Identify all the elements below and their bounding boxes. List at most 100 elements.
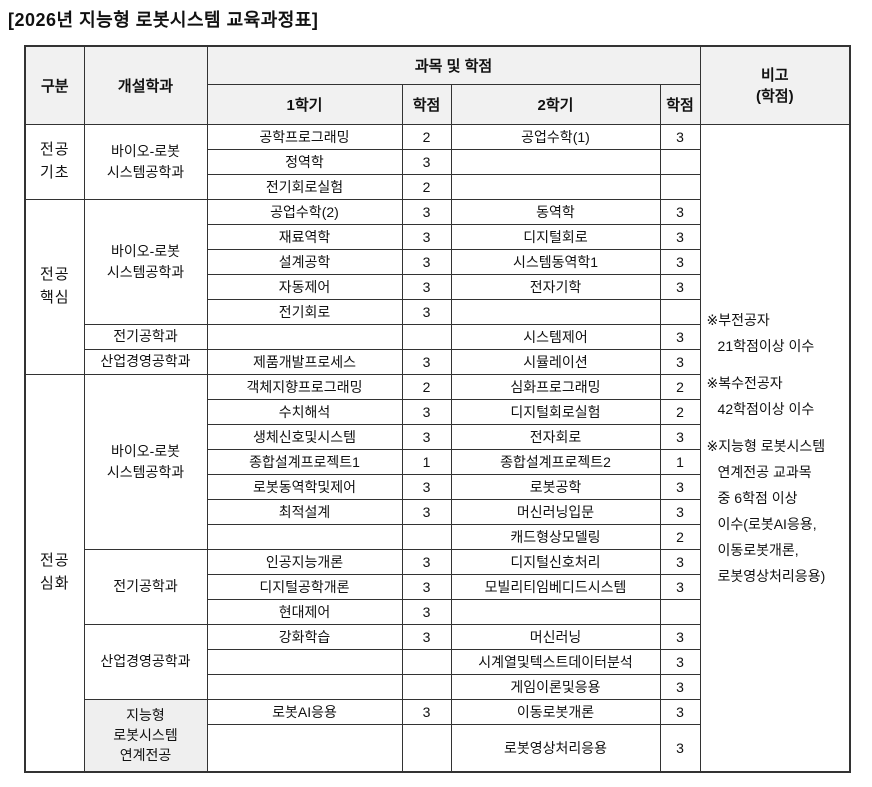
table-row: 산업경영공학과 강화학습 3 머신러닝 3: [25, 623, 850, 700]
semester1-credit-cell: 1: [401, 448, 452, 475]
table-row: 디지털공학개론 3 모빌리티임베디드시스템 3: [25, 573, 850, 600]
semester2-course-cell: 시뮬레이션: [450, 348, 661, 375]
semester2-credit-cell: 2: [659, 373, 701, 400]
semester1-course-cell: 수치해석: [206, 398, 403, 425]
semester1-credit-cell: [401, 723, 452, 773]
semester1-course-cell: 현대제어: [206, 598, 403, 625]
header-remarks: 비고 (학점): [699, 45, 851, 125]
curriculum-table: 구분 개설학과 과목 및 학점 비고 (학점) 1학기 학점 2학기 학점 전공…: [24, 45, 852, 773]
header-semester2: 2학기: [450, 83, 661, 125]
semester2-credit-cell: 3: [659, 498, 701, 525]
semester1-credit-cell: [401, 323, 452, 350]
semester1-course-cell: [206, 523, 403, 550]
header-credit2: 학점: [659, 83, 701, 125]
category-cell: 전공 심화: [24, 373, 85, 773]
semester1-credit-cell: 3: [401, 623, 452, 650]
semester2-credit-cell: 3: [659, 573, 701, 600]
page: { "title": "[2026년 지능형 로봇시스템 교육과정표]", "c…: [0, 6, 872, 787]
table-row: 로봇영상처리응용 3: [25, 723, 850, 773]
semester2-course-cell: [450, 148, 661, 175]
header-gubun: 구분: [24, 45, 85, 125]
semester1-course-cell: [206, 323, 403, 350]
semester1-credit-cell: 3: [401, 573, 452, 600]
semester2-credit-cell: [659, 148, 701, 175]
semester1-credit-cell: 3: [401, 398, 452, 425]
category-cell: 전공 핵심: [24, 198, 85, 375]
header-department: 개설학과: [83, 45, 208, 125]
semester1-credit-cell: 3: [401, 248, 452, 275]
semester1-credit-cell: 3: [401, 498, 452, 525]
semester2-course-cell: 시스템제어: [450, 323, 661, 350]
semester2-course-cell: [450, 298, 661, 325]
table-row: 전기회로 3: [25, 298, 850, 325]
table-row: 종합설계프로젝트1 1 종합설계프로젝트2 1: [25, 448, 850, 475]
semester2-credit-cell: 2: [659, 523, 701, 550]
semester2-credit-cell: [659, 598, 701, 625]
department-cell: 바이오-로봇 시스템공학과: [83, 373, 208, 550]
semester1-course-cell: 로봇AI응용: [206, 698, 403, 725]
semester2-course-cell: 시스템동역학1: [450, 248, 661, 275]
semester2-course-cell: [450, 598, 661, 625]
semester2-credit-cell: 3: [659, 548, 701, 575]
semester2-credit-cell: 2: [659, 398, 701, 425]
table-header: 구분 개설학과 과목 및 학점 비고 (학점) 1학기 학점 2학기 학점: [24, 45, 851, 125]
semester1-course-cell: 공학프로그래밍: [206, 123, 403, 150]
semester2-credit-cell: 3: [659, 198, 701, 225]
semester2-course-cell: 이동로봇개론: [450, 698, 661, 725]
semester1-course-cell: 전기회로실험: [206, 173, 403, 200]
remark-line: 이수(로봇AI응용,: [717, 515, 817, 532]
category-cell: 전공 기초: [24, 123, 85, 200]
semester1-credit-cell: 3: [401, 598, 452, 625]
remark-note: ※부전공자 21학점이상 이수: [707, 307, 846, 359]
semester2-credit-cell: 3: [659, 348, 701, 375]
semester2-course-cell: 시계열및텍스트데이터분석: [450, 648, 661, 675]
semester1-credit-cell: 3: [401, 148, 452, 175]
table-row: 전기공학과 시스템제어 3: [25, 323, 850, 350]
table-row: 현대제어 3: [25, 598, 850, 625]
semester2-course-cell: 머신러닝입문: [450, 498, 661, 525]
semester2-credit-cell: 3: [659, 223, 701, 250]
remark-note: ※지능형 로봇시스템 연계전공 교과목 중 6학점 이상 이수(로봇AI응용, 이동로봇…: [707, 433, 846, 589]
semester1-course-cell: 디지털공학개론: [206, 573, 403, 600]
semester1-credit-cell: 3: [401, 698, 452, 725]
semester1-credit-cell: 3: [401, 348, 452, 375]
page-title: [2026년 지능형 로봇시스템 교육과정표]: [8, 10, 319, 30]
remarks-cell: ※부전공자 21학점이상 이수 ※복수전공자 42학점이상 이수 ※지능형 로봇시스템 연…: [699, 123, 851, 773]
semester1-credit-cell: 3: [401, 548, 452, 575]
semester2-credit-cell: 3: [659, 623, 701, 650]
remark-line: 중 6학점 이상: [717, 489, 798, 506]
header-row-2: 1학기 학점 2학기 학점: [25, 83, 850, 125]
semester2-credit-cell: 3: [659, 673, 701, 700]
semester2-course-cell: 전자회로: [450, 423, 661, 450]
semester1-course-cell: 종합설계프로젝트1: [206, 448, 403, 475]
semester2-credit-cell: 3: [659, 248, 701, 275]
semester1-course-cell: [206, 673, 403, 700]
semester2-course-cell: 동역학: [450, 198, 661, 225]
semester2-credit-cell: [659, 173, 701, 200]
semester2-course-cell: 모빌리티임베디드시스템: [450, 573, 661, 600]
semester1-course-cell: 인공지능개론: [206, 548, 403, 575]
department-cell: 바이오-로봇 시스템공학과: [83, 198, 208, 325]
semester1-course-cell: [206, 648, 403, 675]
semester1-credit-cell: 2: [401, 173, 452, 200]
semester2-credit-cell: 1: [659, 448, 701, 475]
semester2-credit-cell: 3: [659, 123, 701, 150]
semester1-course-cell: 전기회로: [206, 298, 403, 325]
semester2-credit-cell: 3: [659, 473, 701, 500]
semester2-credit-cell: 3: [659, 423, 701, 450]
semester1-credit-cell: 3: [401, 198, 452, 225]
semester1-credit-cell: 3: [401, 273, 452, 300]
semester2-course-cell: 게임이론및응용: [450, 673, 661, 700]
table-row: 캐드형상모델링 2: [25, 523, 850, 550]
semester1-credit-cell: [401, 648, 452, 675]
semester1-course-cell: 설계공학: [206, 248, 403, 275]
semester1-credit-cell: 2: [401, 123, 452, 150]
remark-line: ※부전공자: [706, 311, 770, 328]
remark-line: 42학점이상 이수: [717, 400, 815, 417]
department-cell: 전기공학과: [83, 548, 208, 625]
semester1-credit-cell: [401, 523, 452, 550]
semester1-course-cell: 강화학습: [206, 623, 403, 650]
semester1-course-cell: 로봇동역학및제어: [206, 473, 403, 500]
semester2-course-cell: 머신러닝: [450, 623, 661, 650]
semester1-course-cell: 재료역학: [206, 223, 403, 250]
